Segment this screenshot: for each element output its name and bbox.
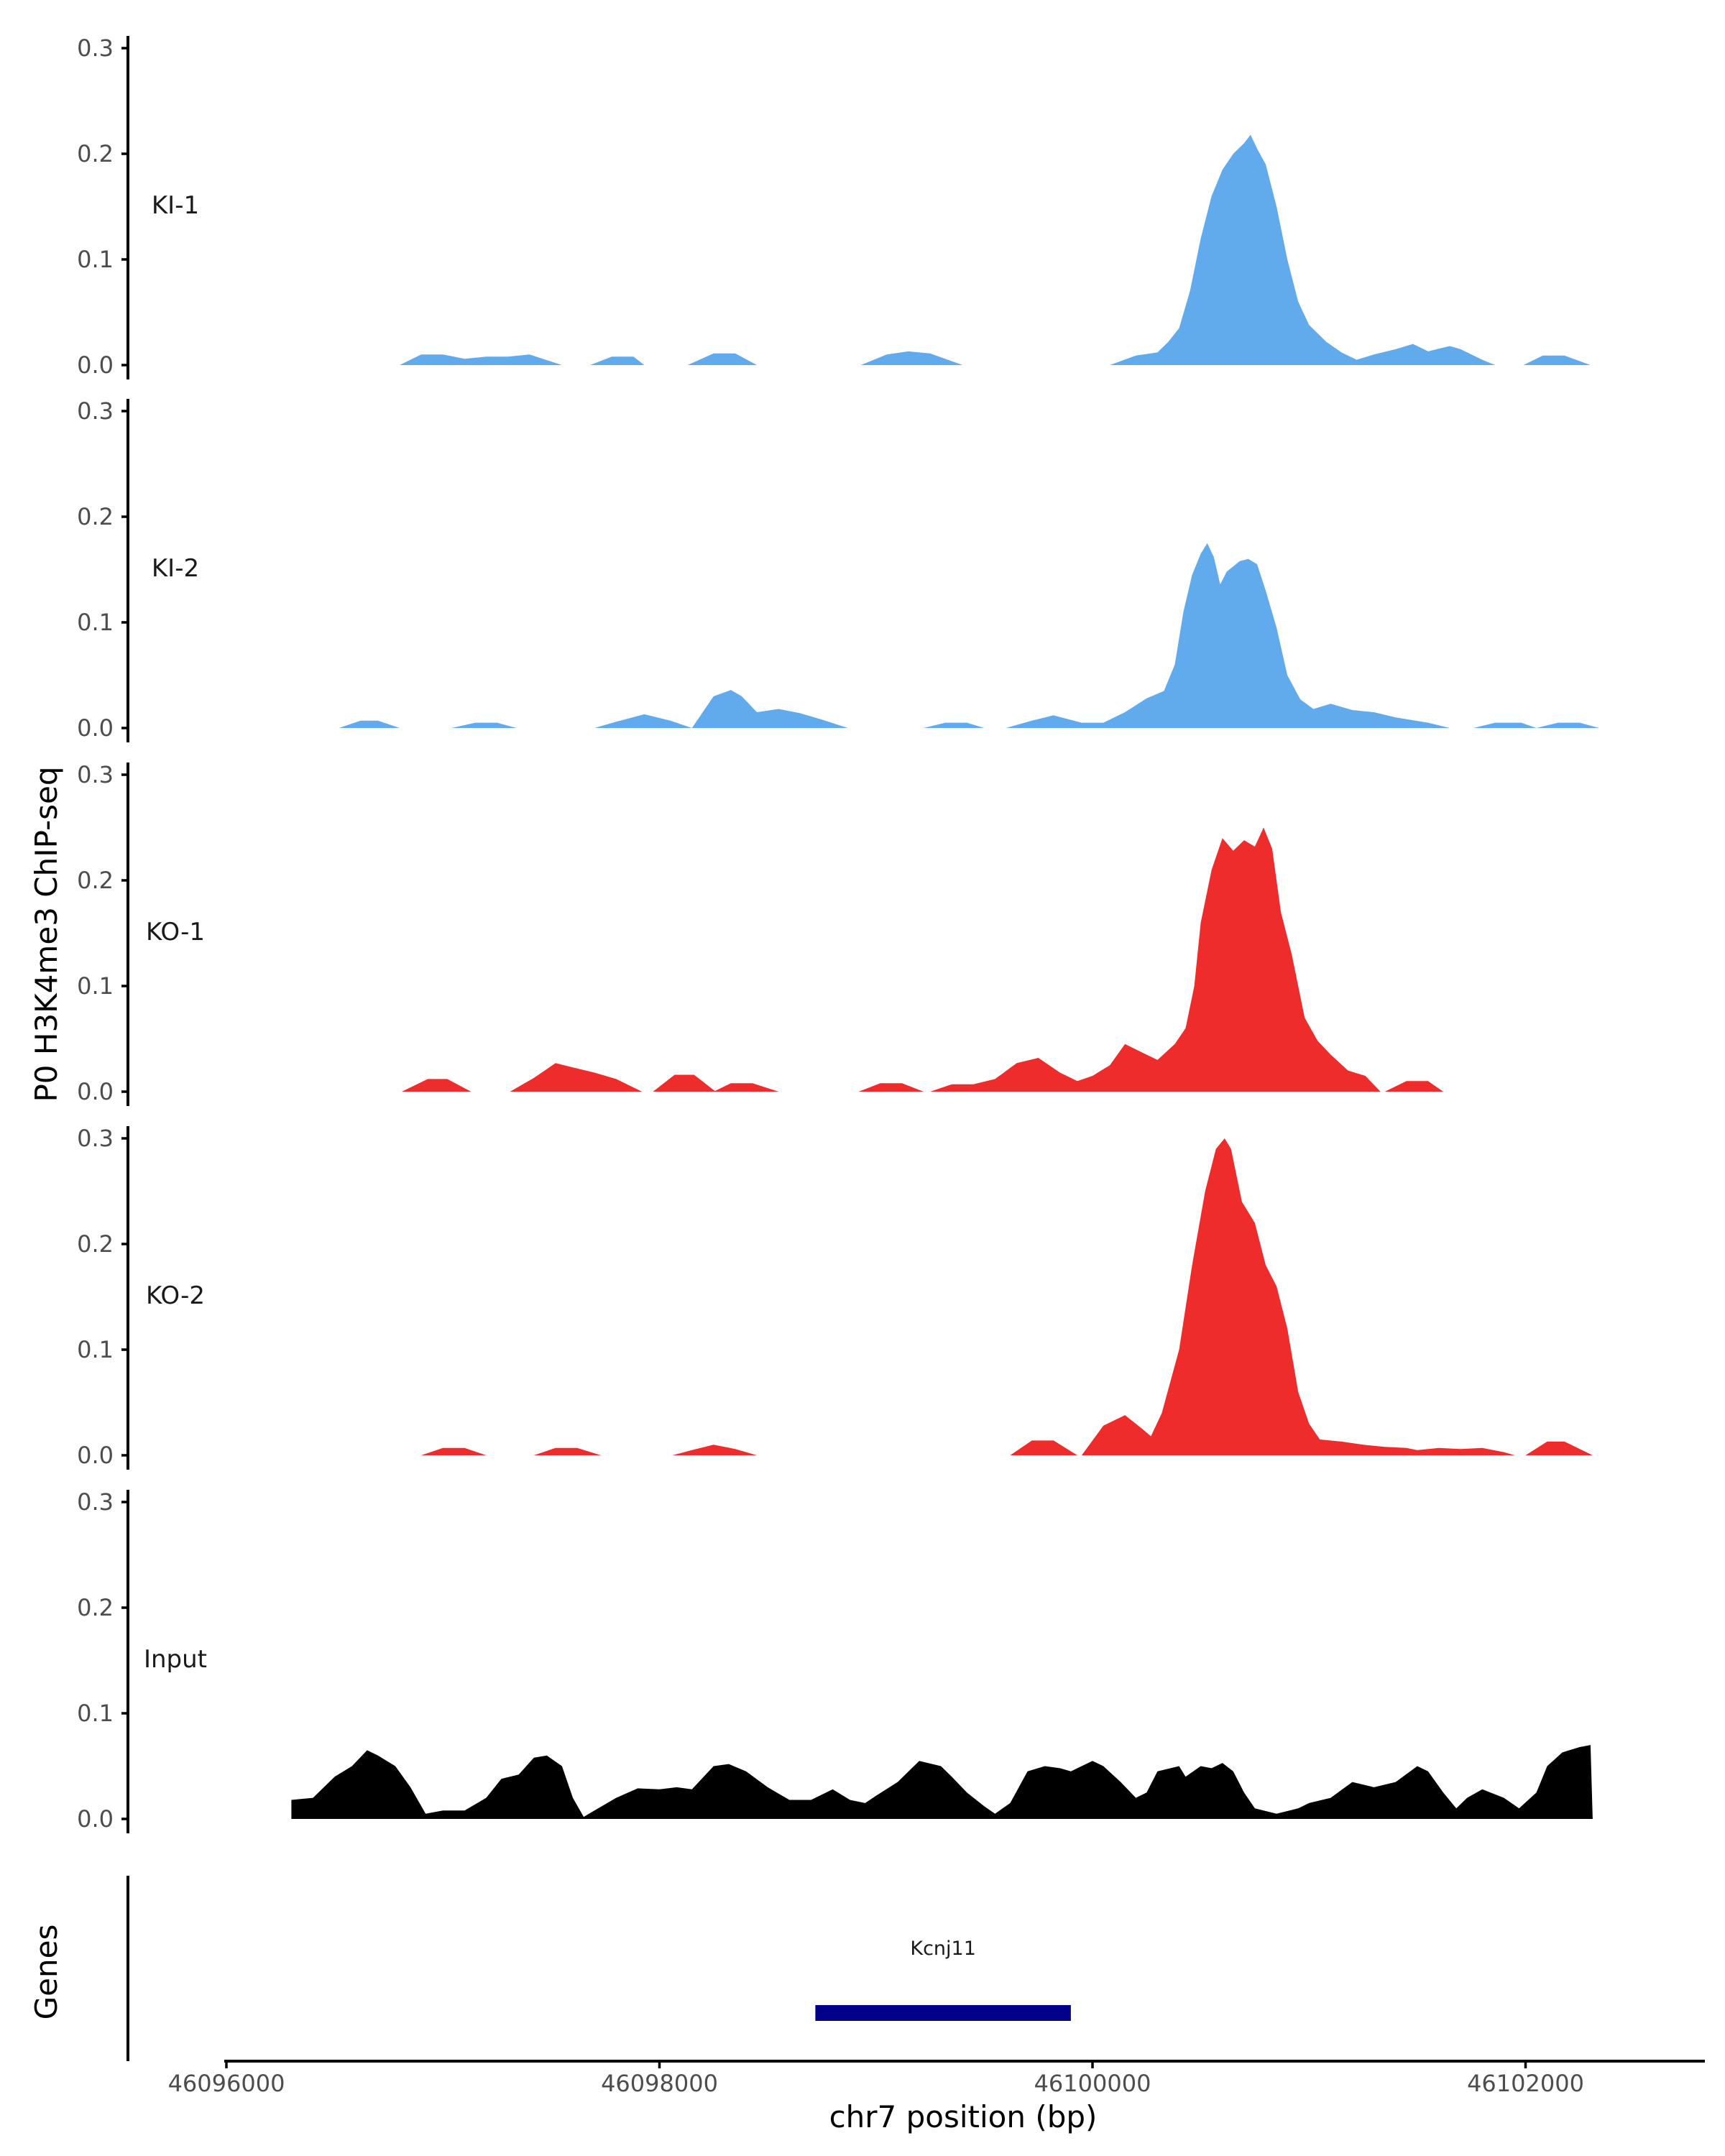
genes-track: Kcnj11 <box>126 1876 1071 2061</box>
y-tick-label: 0.1 <box>77 1700 114 1727</box>
signal-area-ki-2-7 <box>1536 722 1599 728</box>
signal-area-ko-2-0 <box>421 1447 487 1455</box>
y-tick-label: 0.3 <box>77 34 114 62</box>
y-tick-label: 0.1 <box>77 1336 114 1363</box>
y-tick-label: 0.0 <box>77 351 114 379</box>
track-label: KI-1 <box>152 191 199 220</box>
track-label: KO-2 <box>146 1281 205 1310</box>
signal-area-ki-2-5 <box>1006 543 1450 728</box>
signal-area-ki-2-3 <box>691 690 848 728</box>
signal-area-ko-1-2 <box>653 1074 716 1092</box>
signal-area-ki-2-4 <box>924 722 985 728</box>
track-label: KO-1 <box>146 918 205 946</box>
signal-area-ko-1-5 <box>930 827 1381 1092</box>
signal-area-ki-2-0 <box>339 720 400 728</box>
y-tick-label: 0.3 <box>77 397 114 425</box>
signal-area-ko-2-4 <box>1081 1138 1515 1455</box>
y-tick-label: 0.2 <box>77 1594 114 1621</box>
x-tick-label: 46100000 <box>1034 2070 1151 2097</box>
signal-area-ki-1-4 <box>1110 134 1496 365</box>
signal-area-ko-1-1 <box>510 1063 643 1092</box>
track-input: 0.0 0.1 0.2 0.3 Input <box>77 1488 1593 1833</box>
signal-area-ko-1-6 <box>1384 1081 1443 1092</box>
gene-label-kcnj11: Kcnj11 <box>910 1938 976 1960</box>
y-tick-label: 0.2 <box>77 503 114 530</box>
signal-area-ki-1-1 <box>590 356 645 365</box>
y-tick-label: 0.3 <box>77 761 114 788</box>
track-ko-2: 0.0 0.1 0.2 0.3 KO-2 <box>77 1125 1593 1470</box>
track-label: Input <box>144 1645 207 1674</box>
signal-area-ki-1-5 <box>1523 355 1591 365</box>
signal-area-ki-1-2 <box>687 353 758 365</box>
signal-area-ki-2-1 <box>451 722 517 728</box>
signal-area-ki-2-6 <box>1473 722 1537 728</box>
signal-area-ki-2-2 <box>594 714 692 728</box>
y-tick-label: 0.3 <box>77 1125 114 1152</box>
x-axis: 46096000 46098000 46100000 46102000 <box>168 2060 1705 2097</box>
signal-area-ko-2-1 <box>533 1447 602 1455</box>
signal-area-ki-1-0 <box>400 354 562 365</box>
genes-axis-title: Genes <box>29 1925 64 2020</box>
signal-area-input-0 <box>291 1745 1593 1819</box>
x-tick-label: 46098000 <box>601 2070 718 2097</box>
y-tick-label: 0.1 <box>77 609 114 636</box>
track-ki-1: 0.0 0.1 0.2 0.3 KI-1 <box>77 34 1591 379</box>
y-tick-label: 0.2 <box>77 867 114 894</box>
track-ko-1: 0.0 0.1 0.2 0.3 KO-1 <box>77 761 1443 1106</box>
signal-area-ko-2-3 <box>1010 1440 1077 1455</box>
y-tick-label: 0.0 <box>77 714 114 742</box>
track-ki-2: 0.0 0.1 0.2 0.3 KI-2 <box>77 397 1599 742</box>
signal-area-ki-1-3 <box>860 351 963 365</box>
signal-area-ko-2-2 <box>672 1445 758 1455</box>
signal-area-ko-2-5 <box>1525 1441 1593 1455</box>
y-tick-label: 0.0 <box>77 1078 114 1105</box>
signal-tracks: 0.00.10.20.3KI-10.00.10.20.3KI-20.00.10.… <box>77 34 1599 1833</box>
x-axis-title: chr7 position (bp) <box>829 2099 1098 2134</box>
y-tick-label: 0.2 <box>77 1230 114 1258</box>
signal-area-ko-1-0 <box>402 1079 472 1092</box>
y-tick-label: 0.1 <box>77 246 114 273</box>
signal-area-ko-1-3 <box>713 1083 779 1092</box>
gene-bar-kcnj11 <box>815 2005 1071 2021</box>
x-tick-label: 46102000 <box>1467 2070 1584 2097</box>
y-tick-label: 0.1 <box>77 972 114 1000</box>
y-tick-label: 0.2 <box>77 140 114 167</box>
y-tick-label: 0.0 <box>77 1442 114 1469</box>
signal-area-ko-1-4 <box>858 1083 924 1092</box>
y-tick-label: 0.0 <box>77 1805 114 1833</box>
track-label: KI-2 <box>152 554 199 583</box>
x-tick-label: 46096000 <box>168 2070 285 2097</box>
y-tick-label: 0.3 <box>77 1488 114 1516</box>
y-axis-title: P0 H3K4me3 ChIP-seq <box>29 766 64 1102</box>
